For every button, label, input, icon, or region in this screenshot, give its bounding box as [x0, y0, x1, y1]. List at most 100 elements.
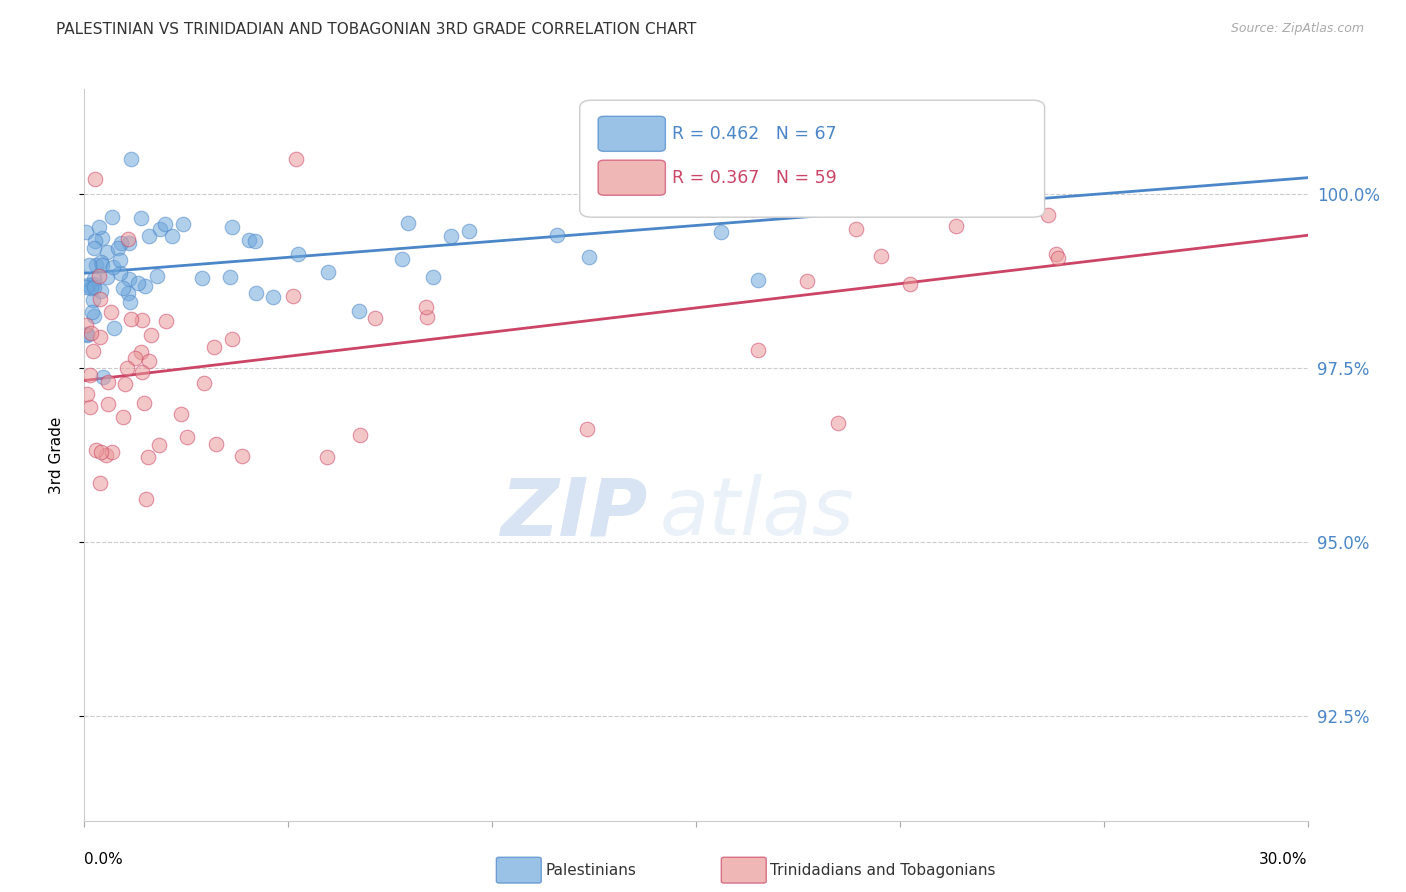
Point	[114, 376, 136, 391]
Point	[141, 327, 163, 342]
Point	[205, 437, 228, 451]
Point	[87, 268, 110, 283]
Point	[120, 152, 142, 166]
Point	[79, 400, 101, 414]
Point	[148, 437, 170, 451]
Point	[118, 236, 141, 251]
Point	[84, 235, 107, 249]
Point	[160, 228, 183, 243]
Point	[124, 351, 146, 365]
FancyBboxPatch shape	[579, 100, 1045, 218]
Text: R = 0.462   N = 67: R = 0.462 N = 67	[672, 125, 837, 143]
Point	[107, 241, 129, 255]
Point	[118, 272, 141, 286]
Point	[76, 278, 98, 293]
Point	[576, 422, 599, 436]
Point	[101, 260, 124, 275]
Point	[221, 332, 243, 346]
Point	[89, 475, 111, 490]
Point	[898, 277, 921, 291]
Point	[747, 343, 769, 357]
Point	[945, 219, 967, 233]
Point	[91, 370, 114, 384]
Point	[422, 269, 444, 284]
Point	[316, 265, 339, 279]
Y-axis label: 3rd Grade: 3rd Grade	[49, 417, 63, 493]
Point	[97, 396, 120, 410]
Point	[546, 227, 568, 242]
Point	[96, 270, 118, 285]
Point	[202, 340, 225, 354]
Point	[172, 217, 194, 231]
Point	[221, 219, 243, 234]
Point	[191, 271, 214, 285]
Point	[89, 292, 111, 306]
Point	[146, 268, 169, 283]
Point	[82, 277, 104, 292]
Point	[117, 285, 139, 300]
Point	[80, 281, 103, 295]
Point	[155, 217, 177, 231]
Point	[76, 387, 98, 401]
Point	[76, 327, 98, 342]
Text: atlas: atlas	[659, 475, 853, 552]
Point	[149, 222, 172, 236]
Text: 30.0%: 30.0%	[1260, 852, 1308, 867]
Text: ZIP: ZIP	[499, 475, 647, 552]
Point	[75, 318, 97, 333]
Point	[97, 375, 120, 389]
Point	[82, 343, 104, 358]
Point	[364, 310, 387, 325]
Text: R = 0.367   N = 59: R = 0.367 N = 59	[672, 169, 837, 186]
Point	[138, 228, 160, 243]
Point	[458, 224, 481, 238]
Point	[89, 330, 111, 344]
Point	[709, 225, 731, 239]
Point	[1036, 208, 1059, 222]
Point	[75, 280, 97, 294]
Point	[75, 225, 97, 239]
Point	[101, 210, 124, 224]
Point	[117, 361, 139, 376]
Point	[129, 211, 152, 226]
Point	[135, 491, 157, 506]
Point	[127, 276, 149, 290]
Point	[84, 172, 107, 186]
Point	[245, 234, 267, 248]
Point	[827, 417, 849, 431]
Point	[391, 252, 413, 266]
Point	[845, 222, 868, 236]
Point	[80, 304, 103, 318]
Point	[131, 313, 153, 327]
Point	[1045, 247, 1067, 261]
Point	[238, 233, 260, 247]
Point	[415, 300, 437, 314]
Point	[155, 314, 177, 328]
Text: Palestinians: Palestinians	[546, 863, 637, 878]
Point	[136, 450, 159, 465]
Point	[349, 304, 371, 318]
Point	[96, 245, 118, 260]
Point	[440, 229, 463, 244]
Point	[415, 310, 437, 325]
Point	[245, 285, 267, 300]
Point	[262, 290, 284, 304]
Point	[281, 289, 304, 303]
Point	[869, 249, 891, 263]
Point	[120, 295, 142, 310]
Point	[90, 255, 112, 269]
Point	[96, 448, 118, 462]
FancyBboxPatch shape	[598, 116, 665, 152]
Point	[79, 258, 101, 272]
Point	[84, 443, 107, 458]
Point	[315, 450, 337, 465]
Point	[110, 235, 132, 250]
Point	[772, 185, 794, 199]
Point	[134, 279, 156, 293]
Point	[120, 311, 142, 326]
Point	[396, 216, 419, 230]
Point	[231, 449, 253, 463]
Point	[91, 259, 114, 273]
Point	[110, 253, 132, 268]
Point	[132, 396, 155, 410]
